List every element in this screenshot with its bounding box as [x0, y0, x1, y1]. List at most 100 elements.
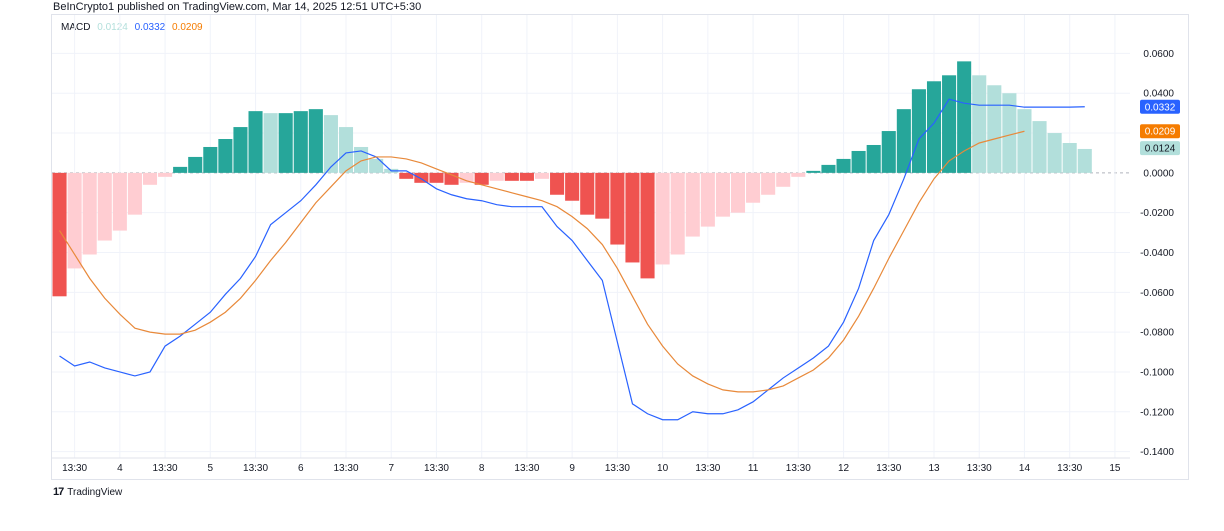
x-tick-label: 13 [928, 463, 940, 474]
x-tick-label: 15 [1109, 463, 1121, 474]
legend-histogram-value: 0.0124 [97, 22, 128, 33]
legend-signal-value: 0.0209 [171, 22, 203, 33]
histogram-bar [851, 150, 866, 173]
histogram-bar [142, 172, 158, 185]
tradingview-footer[interactable]: 17 TradingView [53, 486, 122, 498]
histogram-bar [52, 172, 67, 297]
histogram-bar [670, 172, 685, 255]
histogram-bar [550, 172, 565, 195]
histogram-bar [354, 146, 369, 173]
histogram-bar [263, 113, 278, 173]
signal-value-badge-bg [1140, 124, 1180, 139]
histogram-bar [746, 172, 761, 203]
histogram-bar [474, 172, 489, 185]
histogram-bar [911, 89, 926, 173]
x-tick-label: 13:30 [424, 463, 449, 474]
histogram-bar [685, 172, 700, 237]
signal-value-badge-text: 0.0209 [1145, 127, 1176, 138]
chart-frame [51, 14, 1189, 480]
histogram-bar [1077, 148, 1092, 173]
histogram-bar [761, 172, 776, 195]
histogram-bar [278, 113, 293, 173]
histogram-bar [82, 172, 97, 255]
indicator-legend[interactable]: MACD 0.0124 0.0332 0.0209 [61, 22, 207, 33]
histogram-bar [1062, 142, 1077, 173]
histogram-bar [173, 166, 188, 173]
histogram-bar [655, 172, 670, 265]
histogram-value-badge-text: 0.0124 [1145, 144, 1176, 155]
x-tick-label: 13:30 [333, 463, 358, 474]
x-tick-label: 7 [388, 463, 394, 474]
histogram-bar [1017, 109, 1032, 173]
histogram-bar [565, 172, 580, 201]
histogram-value-badge: 0.0124 [1140, 141, 1180, 156]
tradingview-brand: TradingView [67, 486, 123, 498]
histogram-bar [308, 109, 323, 173]
histogram-bar [610, 172, 625, 245]
histogram-bar [926, 81, 942, 173]
histogram-bar [896, 109, 911, 173]
legend-macd-value: 0.0332 [134, 22, 166, 33]
y-tick-label: -0.0400 [1140, 248, 1174, 259]
histogram-bar [112, 172, 127, 231]
histogram-bar [640, 172, 655, 279]
signal-value-badge: 0.0209 [1140, 124, 1180, 139]
signal-line [59, 130, 1025, 393]
histogram-bar [188, 156, 203, 173]
histogram-bar [534, 172, 550, 179]
histogram-bar [369, 158, 384, 173]
histogram-bar [233, 127, 248, 173]
histogram-bar [866, 144, 881, 173]
macd-line [59, 98, 1085, 421]
histogram-bar [700, 172, 715, 227]
x-tick-label: 11 [748, 463, 759, 474]
x-tick-label: 13:30 [786, 463, 811, 474]
histogram-bar [323, 115, 338, 173]
histogram-bar [203, 146, 218, 173]
x-tick-label: 6 [298, 463, 304, 474]
x-tick-label: 13:30 [62, 463, 87, 474]
histogram-bar [97, 172, 112, 241]
histogram-bar [414, 172, 429, 183]
histogram-bar [519, 172, 534, 181]
histogram-bar [715, 172, 730, 217]
y-tick-label: -0.0200 [1140, 208, 1174, 219]
x-tick-label: 9 [569, 463, 575, 474]
y-tick-label: -0.1400 [1140, 447, 1174, 458]
histogram-bar [1047, 133, 1062, 173]
histogram-bar [595, 172, 610, 219]
publish-header: BeInCrypto1 published on TradingView.com… [53, 1, 422, 13]
histogram-bar [459, 172, 474, 183]
histogram-bar [625, 172, 640, 263]
x-tick-label: 13:30 [605, 463, 630, 474]
x-tick-label: 8 [479, 463, 485, 474]
histogram-bar [489, 172, 504, 181]
histogram-bar [836, 158, 851, 173]
histogram-bar [821, 164, 836, 173]
x-tick-label: 13:30 [514, 463, 539, 474]
histogram-bar [730, 172, 746, 213]
tradingview-logo: 17 [53, 486, 64, 498]
x-tick-label: 13:30 [695, 463, 720, 474]
histogram-bar [987, 85, 1002, 173]
x-tick-label: 5 [208, 463, 214, 474]
macd-value-badge: 0.0332 [1140, 99, 1180, 114]
x-tick-label: 4 [117, 463, 123, 474]
histogram-bar [776, 172, 791, 187]
histogram-value-badge-bg [1140, 141, 1180, 156]
histogram-bar [806, 170, 821, 173]
y-tick-label: 0.0000 [1143, 168, 1174, 179]
histogram-bar [338, 127, 354, 173]
macd-value-badge-text: 0.0332 [1145, 102, 1176, 113]
x-tick-label: 13:30 [243, 463, 268, 474]
histogram-bar [399, 172, 414, 179]
histogram-bar [127, 172, 142, 215]
histogram-bar [1002, 93, 1017, 173]
x-tick-label: 13:30 [967, 463, 992, 474]
histogram-bar [248, 111, 263, 173]
y-tick-label: -0.0800 [1140, 328, 1174, 339]
histogram-bar [881, 131, 896, 173]
x-tick-label: 14 [1019, 463, 1031, 474]
x-tick-label: 13:30 [153, 463, 178, 474]
